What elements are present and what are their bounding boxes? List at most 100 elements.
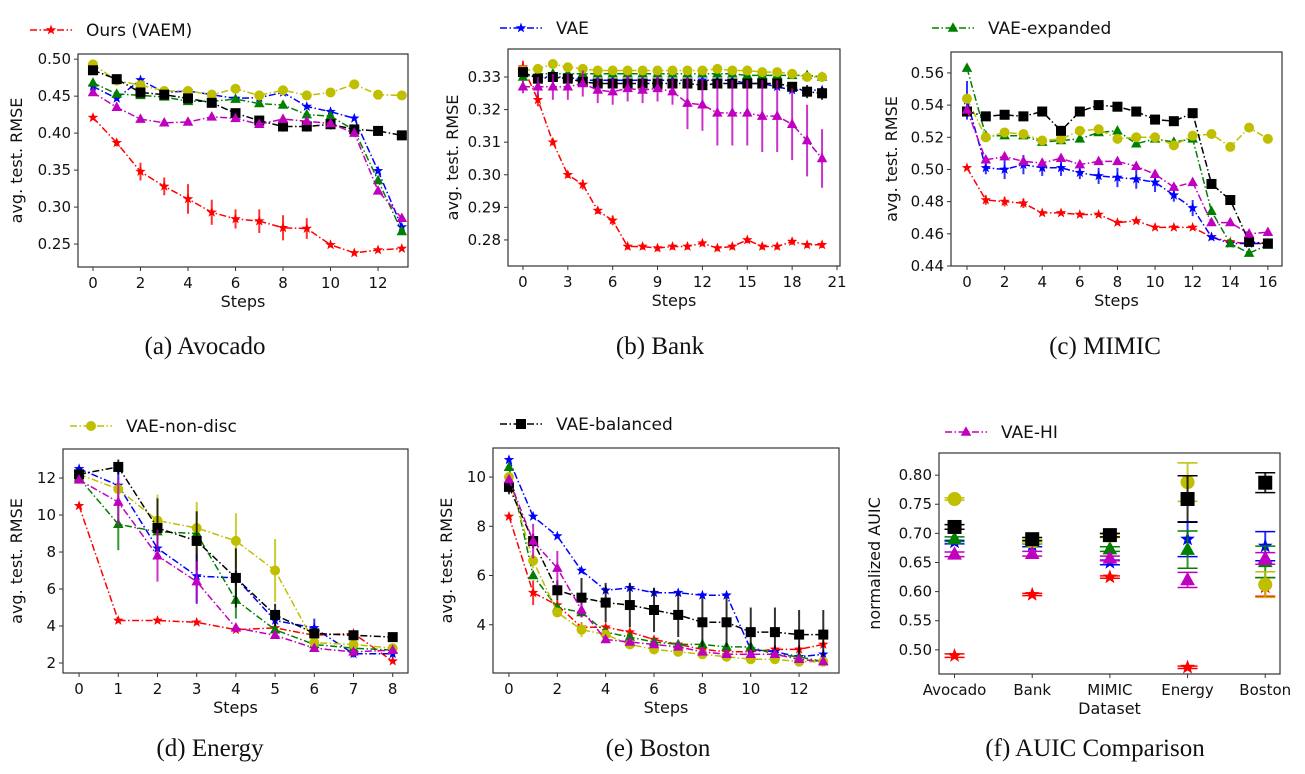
data-point — [1093, 100, 1104, 111]
data-point — [562, 62, 573, 73]
subplot-5: 4 6 8 10 0 2 4 6 8 10 12 Steps avg. test. RMSE — [437, 447, 840, 717]
data-point — [607, 85, 618, 96]
y-tick-label: 0.56 — [911, 64, 944, 82]
data-point — [503, 461, 515, 471]
data-point — [757, 241, 768, 251]
x-tick-label: 8 — [388, 680, 398, 698]
data-point — [682, 97, 693, 107]
data-point — [816, 152, 828, 163]
data-point — [182, 193, 194, 204]
data-point — [183, 93, 193, 104]
data-point — [999, 150, 1010, 161]
y-tick-label: 0.50 — [38, 50, 71, 68]
data-point — [1225, 141, 1236, 152]
data-point — [802, 86, 813, 97]
data-point — [649, 604, 660, 615]
data-point — [372, 174, 384, 185]
data-point — [577, 63, 588, 74]
data-point — [961, 62, 973, 72]
data-point — [387, 632, 398, 643]
data-point — [1130, 160, 1142, 170]
data-point — [113, 615, 124, 625]
data-point — [1112, 172, 1123, 182]
y-axis-label: avg. test. RMSE — [443, 95, 462, 221]
legend-label: VAE-non-disc — [126, 417, 237, 437]
x-tick-label: 3 — [192, 680, 202, 698]
y-tick-label: 0.32 — [468, 101, 501, 119]
data-point — [721, 589, 732, 600]
data-point — [818, 629, 829, 640]
data-point — [349, 127, 360, 137]
data-point — [301, 90, 312, 101]
series-vae-non-disc — [503, 472, 829, 667]
data-point — [1131, 106, 1142, 117]
series-line — [78, 473, 393, 649]
data-point — [254, 97, 265, 108]
data-point — [787, 68, 798, 79]
data-point — [818, 655, 829, 666]
data-point — [503, 454, 515, 465]
data-point — [1130, 137, 1142, 148]
data-point — [387, 644, 398, 654]
data-point — [1168, 221, 1180, 232]
data-point — [1149, 168, 1161, 179]
data-point — [1102, 528, 1117, 543]
data-point — [1024, 545, 1040, 559]
data-point — [527, 587, 539, 598]
data-point — [206, 206, 217, 217]
data-point — [1262, 238, 1273, 249]
x-tick-label: 1 — [114, 680, 124, 698]
data-point — [552, 585, 563, 596]
data-point — [111, 74, 122, 85]
data-point — [301, 115, 313, 126]
y-tick-label: 10 — [37, 506, 56, 524]
series-vae-hi — [961, 104, 1274, 238]
data-point — [301, 101, 312, 111]
data-point — [301, 223, 312, 233]
data-point — [111, 137, 122, 148]
data-point — [745, 627, 756, 638]
data-point — [1112, 101, 1123, 112]
data-point — [1037, 162, 1048, 173]
data-point — [727, 65, 738, 76]
y-tick-label: 2 — [46, 654, 56, 672]
data-point — [206, 97, 217, 108]
y-tick-label: 0.33 — [468, 68, 501, 86]
data-point — [697, 646, 708, 656]
x-tick-label: 4 — [231, 680, 241, 698]
data-point — [1024, 586, 1040, 601]
data-point — [622, 241, 633, 251]
data-point — [230, 83, 241, 94]
data-point — [269, 629, 281, 640]
data-point — [396, 212, 408, 222]
y-tick-label: 0.52 — [911, 128, 944, 146]
data-point — [135, 166, 146, 176]
data-point — [396, 90, 407, 101]
data-point — [159, 180, 170, 191]
data-point — [1206, 129, 1217, 140]
data-point — [373, 89, 384, 100]
data-point — [1244, 236, 1255, 247]
series-vae-hi — [944, 545, 1276, 589]
data-point — [1168, 189, 1180, 200]
data-point — [1180, 659, 1195, 674]
data-point — [372, 185, 384, 195]
data-point — [348, 639, 359, 650]
data-point — [191, 575, 202, 586]
data-point — [817, 88, 828, 99]
data-point — [230, 535, 241, 546]
y-tick-label: 8 — [46, 543, 56, 561]
x-tick-label: MIMIC — [1087, 681, 1132, 699]
series-vae — [961, 80, 1274, 248]
data-point — [73, 500, 85, 511]
x-tick-label: 3 — [563, 273, 573, 291]
y-tick-label: 0.30 — [468, 166, 501, 184]
data-point — [1025, 532, 1040, 547]
caption-b: (b) Bank — [615, 333, 705, 360]
x-tick-label: 6 — [310, 680, 320, 698]
y-tick-label: 0.75 — [899, 495, 932, 513]
data-point — [309, 642, 320, 652]
series-line — [92, 91, 403, 219]
axes-frame — [950, 51, 1283, 267]
